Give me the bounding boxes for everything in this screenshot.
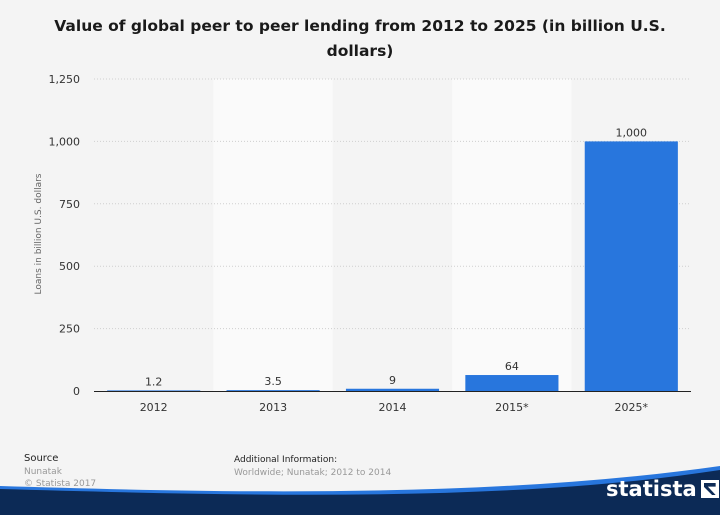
brand-swoosh [0,466,720,515]
bar[interactable] [107,390,201,391]
data-label: 9 [389,374,396,387]
x-tick-label: 2025* [615,401,649,414]
x-tick-label: 2013 [259,401,287,414]
source-name[interactable]: Nunatak [24,467,62,477]
bar[interactable] [584,141,678,391]
y-axis-label: Loans in billion U.S. dollars [34,173,44,294]
background-band [213,79,333,391]
background-band [332,79,453,391]
additional-info: Additional Information: Worldwide; Nunat… [234,454,391,480]
data-labels: 1.2 3.5 9 64 1,000 [145,126,647,388]
additional-text: Worldwide; Nunatak; 2012 to 2014 [234,468,392,478]
data-label: 1.2 [145,375,163,388]
y-tick-label: 250 [59,323,80,336]
additional-heading[interactable]: Additional Information: [234,455,338,465]
bar[interactable] [226,390,320,391]
y-tick-label: 1,250 [49,73,81,86]
chart-title: Value of global peer to peer lending fro… [54,17,666,60]
data-label: 1,000 [616,126,648,139]
y-tick-label: 750 [59,198,80,211]
y-tick-label: 0 [73,385,80,398]
bar-chart: 0 250 500 750 1,000 1,250 1.2 3.5 9 64 1,000 2012… [34,73,691,414]
bar[interactable] [345,388,440,391]
y-axis-ticks: 0 250 500 750 1,000 1,250 [49,73,81,398]
y-tick-label: 1,000 [49,135,81,148]
brand-name: statista [606,477,697,501]
y-tick-label: 500 [59,260,80,273]
copyright[interactable]: © Statista 2017 [24,479,97,489]
bars [107,141,678,391]
statista-logo-icon [700,480,719,498]
x-tick-label: 2015* [495,401,529,414]
data-label: 64 [505,360,519,373]
background-band [452,79,572,391]
gridlines [94,78,691,330]
source-block: Source Nunatak © Statista 2017 [24,453,96,490]
x-tick-label: 2012 [140,401,168,414]
source-heading: Source [24,453,59,464]
background-band [94,79,214,391]
background-bands [94,79,691,391]
data-label: 3.5 [264,375,282,388]
bar[interactable] [465,375,559,391]
statista-logo[interactable]: statista [606,477,719,501]
x-axis-ticks: 2012 2013 2014 2015* 2025* [140,401,649,414]
x-tick-label: 2014 [379,401,407,414]
